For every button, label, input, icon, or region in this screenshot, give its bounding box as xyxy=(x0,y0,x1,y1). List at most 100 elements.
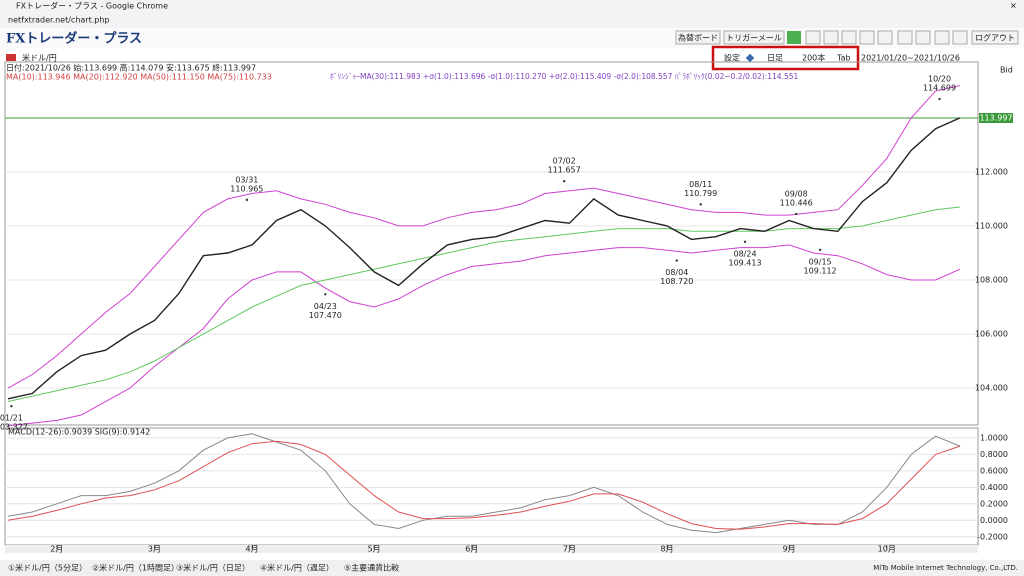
scrollbar[interactable] xyxy=(5,545,978,553)
annotation-date: 10/20 xyxy=(928,75,951,84)
icon-button[interactable] xyxy=(823,30,839,45)
symbol: 米ドル/円 xyxy=(22,53,57,63)
button[interactable] xyxy=(723,30,785,45)
annotation-value: 107.470 xyxy=(309,311,342,320)
bb-info: ﾎﾞﾘﾝｼﾞｬｰMA(30):111.983 +σ(1.0):113.696 -… xyxy=(330,72,798,81)
y-tick-label: 0.2000 xyxy=(980,499,1008,508)
toolbar-tab[interactable]: Tab xyxy=(836,54,851,63)
y-tick-label: 110.000 xyxy=(975,221,1008,230)
tab[interactable]: ②米ドル/円（1時間足） xyxy=(92,563,179,573)
window-controls[interactable]: ✕ xyxy=(1010,2,1017,11)
icon-button[interactable] xyxy=(805,30,821,45)
series-line xyxy=(7,433,961,534)
y-tick-label: -0.2000 xyxy=(977,532,1008,541)
x-tick-label: 3月 xyxy=(148,545,161,554)
y-tick-label: 0.8000 xyxy=(980,450,1008,459)
button-label[interactable]: トリガーメール xyxy=(726,33,782,43)
annotation-date: 08/11 xyxy=(689,180,712,189)
main-panel xyxy=(4,61,979,426)
toolbar-settings[interactable]: 設定 xyxy=(724,53,740,63)
ma-info: MA(10):113.946 MA(20):112.920 MA(50):111… xyxy=(6,73,272,82)
series-line xyxy=(7,206,961,402)
annotation-value: 103.327 xyxy=(0,423,28,432)
url: netfxtrader.net/chart.php xyxy=(8,16,110,25)
window-title: FXトレーダー・プラス - Google Chrome xyxy=(16,1,168,11)
annotation-point xyxy=(324,293,327,296)
annotation-date: 04/23 xyxy=(314,302,337,311)
button-label[interactable]: ログアウト xyxy=(975,33,1015,43)
x-tick-label: 9月 xyxy=(783,545,796,554)
annotation-date: 09/08 xyxy=(785,189,808,198)
x-tick-label: 2月 xyxy=(50,545,63,554)
icon-button[interactable] xyxy=(877,30,893,45)
y-tick-label: 106.000 xyxy=(975,329,1008,338)
series-line xyxy=(7,85,961,389)
annotation-value: 110.799 xyxy=(684,189,717,198)
x-tick-label: 8月 xyxy=(661,545,674,554)
y-tick-label: 1.0000 xyxy=(980,433,1008,442)
toolbar-bars[interactable]: 200本 xyxy=(802,53,825,63)
icon-button[interactable] xyxy=(915,30,931,45)
footer: MiTo Mobile Internet Technology, Co.,LTD… xyxy=(873,564,1018,572)
annotation-value: 108.720 xyxy=(660,277,693,286)
annotation-point xyxy=(818,248,822,252)
annotation-point xyxy=(699,203,702,206)
logo: FXトレーダー・プラス xyxy=(6,31,142,47)
tab[interactable]: ④米ドル/円（週足） xyxy=(260,563,334,573)
icon-button[interactable] xyxy=(787,31,801,44)
ohlc-info: 日付:2021/10/26 始:113.699 高:114.079 安:113.… xyxy=(6,63,256,73)
annotation-value: 109.112 xyxy=(804,266,837,275)
icon-button[interactable] xyxy=(897,30,913,45)
x-tick-label: 10月 xyxy=(878,545,896,554)
annotation-date: 01/21 xyxy=(0,414,23,423)
y-tick-label: 0.4000 xyxy=(980,483,1008,492)
flag-icon xyxy=(6,54,16,61)
tab[interactable]: ③米ドル/円（日足） xyxy=(176,563,250,573)
icon-button[interactable] xyxy=(859,30,875,45)
annotation-point xyxy=(795,212,798,216)
tab-bar xyxy=(0,560,1024,576)
annotation-point xyxy=(675,259,678,262)
y-tick-label: 0.0000 xyxy=(980,516,1008,525)
macd-title: MACD(12-26):0.9039 SIG(9):0.9142 xyxy=(8,428,150,437)
annotation-point xyxy=(562,179,566,183)
bid-label: Bid xyxy=(1000,66,1013,75)
annotation-value: 109.413 xyxy=(728,258,761,267)
y-tick-label: 104.000 xyxy=(975,383,1008,392)
y-tick-label: 112.000 xyxy=(975,167,1008,176)
y-tick-label: 108.000 xyxy=(975,275,1008,284)
current-price-label: 113.997 xyxy=(979,113,1012,122)
annotation-value: 114.699 xyxy=(923,84,956,93)
tab[interactable]: ①米ドル/円（5分足） xyxy=(8,563,87,573)
series-line xyxy=(7,440,961,530)
button[interactable] xyxy=(675,30,721,45)
tab[interactable]: ⑤主要通貨比較 xyxy=(344,563,399,573)
annotation-date: 07/02 xyxy=(553,157,576,166)
x-tick-label: 4月 xyxy=(246,545,259,554)
annotation-value: 111.657 xyxy=(548,166,581,175)
toolbar-period[interactable]: 日足 xyxy=(767,54,783,63)
annotation-point xyxy=(245,198,249,202)
annotation-value: 110.965 xyxy=(230,184,263,193)
series-line xyxy=(7,244,961,427)
highlight-box xyxy=(711,45,860,71)
x-tick-label: 5月 xyxy=(368,545,381,554)
date-range: 2021/01/20~2021/10/26 xyxy=(861,54,960,63)
browser-bar xyxy=(0,0,1024,28)
icon-button[interactable] xyxy=(841,30,857,45)
button[interactable] xyxy=(971,30,1019,45)
annotation-point xyxy=(938,97,941,101)
current-price-box xyxy=(979,112,1013,123)
annotation-date: 03/31 xyxy=(235,175,258,184)
annotation-point xyxy=(743,240,747,243)
button-label[interactable]: 為替ボード xyxy=(678,33,718,43)
x-tick-label: 6月 xyxy=(465,545,478,554)
annotation-date: 08/24 xyxy=(734,249,757,258)
icon-button[interactable] xyxy=(934,30,950,45)
annotation-date: 09/15 xyxy=(809,257,832,266)
annotation-point xyxy=(10,404,13,408)
annotation-date: 08/04 xyxy=(665,268,688,277)
icon-button[interactable] xyxy=(952,30,968,45)
